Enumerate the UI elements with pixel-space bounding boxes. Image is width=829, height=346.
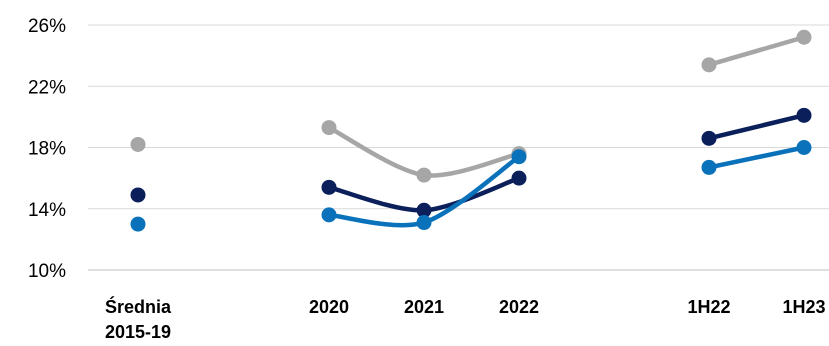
y-tick-label: 10% [28,261,66,282]
series-group [130,29,812,232]
series-line [706,145,807,170]
gridlines [88,24,829,271]
x-category-label: 2022 [499,297,539,317]
x-category-label-line2: 2015-19 [105,322,171,342]
x-category-label: Średnia [105,296,172,317]
data-point [416,215,432,231]
data-point [321,207,337,223]
data-point [796,29,812,45]
data-point [321,179,337,195]
data-point [130,187,146,203]
series-line [706,113,807,141]
data-point [701,159,717,175]
y-axis-ticks: 10% 14% 18% 22% 26% [28,16,66,282]
x-category-label: 1H22 [687,297,730,317]
y-tick-label: 22% [28,77,66,98]
y-tick-label: 14% [28,200,66,221]
data-point [416,167,432,183]
series-line [706,35,807,68]
series-1 [130,29,812,183]
x-category-label: 2021 [404,297,444,317]
data-point [796,107,812,123]
series-2 [130,107,812,218]
data-point [321,120,337,136]
data-point [701,57,717,73]
x-category-label: 2020 [309,297,349,317]
data-point [701,130,717,146]
data-point [511,149,527,165]
x-category-label: 1H23 [782,297,825,317]
x-axis-categories: Średnia 2015-19 2020 2021 2022 1H22 1H23 [105,296,826,342]
data-point [416,202,432,218]
data-point [796,140,812,155]
data-point [130,216,146,232]
y-tick-label: 26% [28,16,66,37]
series-3 [130,140,812,232]
data-point [511,170,527,186]
data-point [130,136,146,152]
y-tick-label: 18% [28,139,66,160]
